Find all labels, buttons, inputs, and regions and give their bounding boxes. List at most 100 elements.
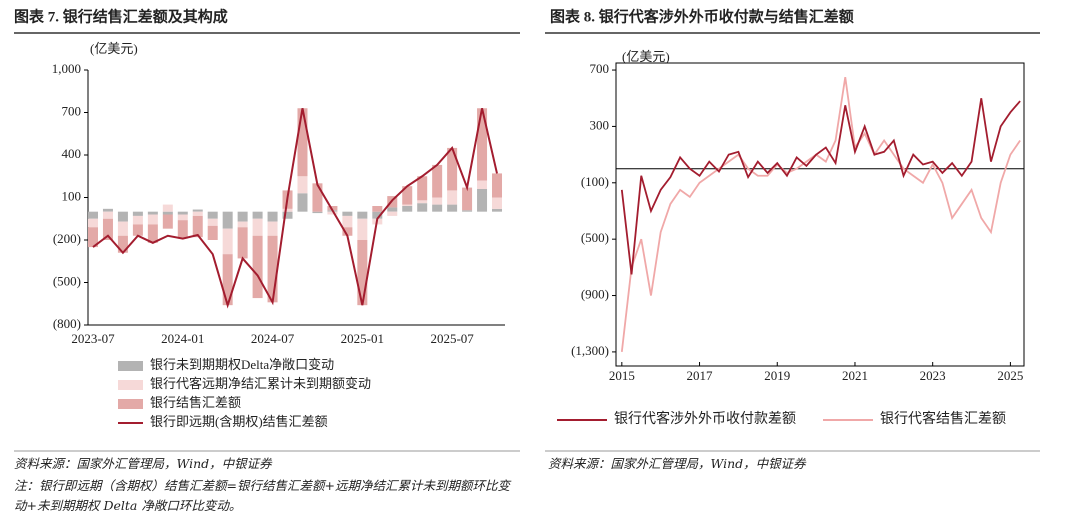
y-tick-label: 100 (62, 188, 82, 203)
line-series (620, 76, 1021, 353)
bar (222, 228, 233, 255)
y-tick-label: 700 (590, 61, 610, 76)
bar (177, 214, 188, 221)
bar (102, 211, 113, 219)
bar (207, 218, 218, 226)
bar (402, 206, 413, 212)
bar (222, 254, 233, 306)
bar (417, 203, 428, 212)
bar (462, 210, 473, 212)
bar (417, 200, 428, 204)
y-tick-label: 400 (62, 146, 82, 161)
y-axis-label: (亿美元) (622, 49, 670, 64)
legend-swatch (118, 380, 143, 390)
line-series (92, 108, 498, 309)
bar (387, 207, 398, 212)
bar (88, 211, 98, 219)
y-tick-label: (100) (581, 174, 609, 189)
chart-title: 图表 7. 银行结售汇差额及其构成 (14, 7, 228, 25)
x-tick-label: 2021 (842, 368, 868, 383)
bar (147, 211, 158, 215)
bar (402, 204, 413, 206)
bar (372, 206, 383, 212)
y-tick-label: (500) (53, 273, 81, 288)
y-tick-label: (1,300) (571, 343, 609, 358)
bar (282, 211, 293, 219)
chart-title: 图表 8. 银行代客涉外外币收付款与结售汇差额 (550, 7, 854, 25)
bar (477, 180, 488, 189)
bar (492, 208, 503, 212)
y-tick-label: 700 (62, 103, 82, 118)
bar (357, 240, 368, 306)
bar (162, 204, 173, 212)
bar (237, 227, 248, 259)
y-tick-label: (900) (581, 287, 609, 302)
bar (192, 209, 203, 212)
source: 资料来源：国家外汇管理局，Wind，中银证券 (14, 456, 272, 471)
bar (402, 186, 413, 205)
bar (492, 173, 503, 198)
y-tick-label: (800) (53, 316, 81, 331)
bar (492, 197, 503, 209)
x-tick-label: 2025-01 (341, 331, 384, 346)
legend-swatch (118, 361, 143, 371)
x-tick-label: 2015 (609, 368, 635, 383)
x-tick-label: 2025 (997, 368, 1023, 383)
bar (432, 164, 443, 198)
bar (342, 215, 353, 228)
bar (297, 176, 308, 194)
bar (297, 193, 308, 212)
y-tick-label: 1,000 (52, 61, 81, 76)
legend-label: 银行代客涉外外币收付款差额 (614, 410, 796, 427)
bar (357, 218, 368, 240)
legend-label: 银行代客远期净结汇累计未到期额变动 (150, 376, 371, 391)
bar (117, 211, 128, 222)
bar (462, 187, 473, 211)
bar (117, 235, 128, 253)
x-tick-label: 2025-07 (430, 331, 474, 346)
source: 资料来源：国家外汇管理局，Wind，中银证券 (548, 456, 806, 471)
x-tick-label: 2019 (764, 368, 790, 383)
bar (252, 211, 263, 219)
bar (88, 227, 98, 248)
bar (342, 227, 353, 236)
bar (177, 220, 188, 239)
x-tick-label: 2023-07 (71, 331, 115, 346)
bar (387, 211, 398, 216)
bar (267, 235, 278, 303)
legend-label: 银行结售汇差额 (150, 395, 241, 410)
note: 注：银行即远期（含期权）结售汇差额=银行结售汇差额+远期净结汇累计未到期额环比变… (14, 478, 510, 513)
bar (222, 211, 233, 229)
y-axis-label: (亿美元) (90, 41, 138, 56)
bar (297, 108, 308, 177)
bar (447, 204, 458, 212)
bar (252, 235, 263, 299)
bar (447, 147, 458, 191)
bar (147, 214, 158, 225)
bar (327, 206, 338, 211)
bar (162, 214, 173, 229)
bar (477, 189, 488, 212)
legend-label: 银行代客结售汇差额 (880, 410, 1006, 427)
bar (432, 204, 443, 212)
y-tick-label: (500) (581, 230, 609, 245)
legend-swatch (118, 399, 143, 409)
bar (132, 215, 143, 225)
bar (132, 224, 143, 236)
bar (192, 215, 203, 238)
bar (237, 221, 248, 228)
bar (312, 183, 323, 212)
bar (282, 208, 293, 212)
bar (267, 211, 278, 222)
bar (207, 211, 218, 219)
bar (252, 218, 263, 236)
x-tick-label: 2017 (687, 368, 714, 383)
bar (102, 208, 113, 212)
plot-frame (615, 62, 1025, 367)
y-tick-label: (200) (53, 231, 81, 246)
bar (357, 211, 368, 219)
x-tick-label: 2024-01 (161, 331, 204, 346)
bar (477, 108, 488, 181)
